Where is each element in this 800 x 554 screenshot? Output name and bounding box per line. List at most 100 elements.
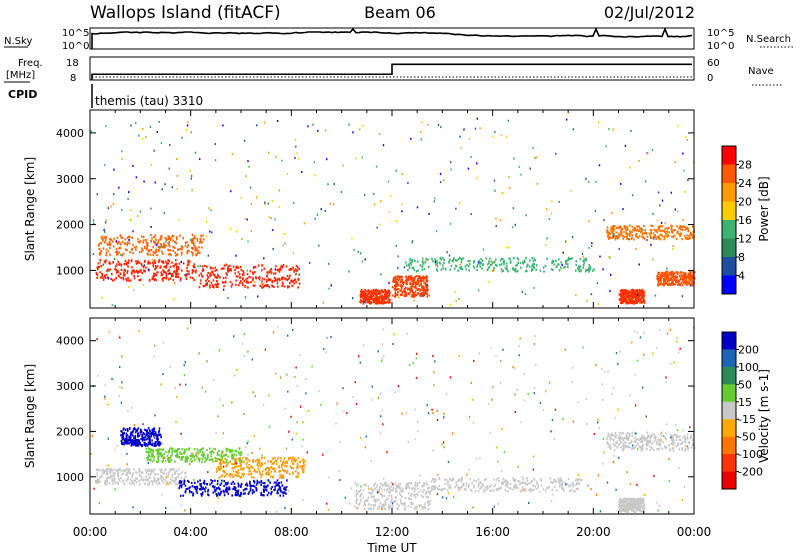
echo-cell	[357, 483, 359, 486]
echo-cell	[395, 294, 397, 297]
echo-cell	[576, 478, 578, 481]
echo-cell	[244, 296, 247, 299]
echo-cell	[404, 508, 407, 511]
echo-cell	[660, 233, 663, 236]
echo-cell	[407, 484, 410, 487]
echo-cell	[102, 472, 104, 475]
echo-cell	[314, 174, 316, 177]
echo-cell	[631, 230, 633, 234]
echo-cell	[125, 263, 128, 266]
echo-cell	[687, 237, 690, 240]
echo-cell	[403, 295, 406, 298]
echo-cell	[422, 495, 424, 499]
echo-cell	[456, 484, 458, 487]
echo-cell	[530, 490, 533, 493]
echo-cell	[178, 487, 180, 490]
echo-cell	[133, 441, 135, 444]
echo-cell	[412, 277, 415, 280]
echo-cell	[404, 288, 406, 291]
freq-tick-top: 18	[66, 58, 79, 69]
echo-cell	[247, 160, 249, 163]
echo-cell	[417, 281, 419, 284]
echo-cell	[670, 271, 672, 274]
echo-cell	[394, 495, 397, 499]
echo-cell	[488, 280, 490, 283]
echo-cell	[228, 268, 230, 271]
echo-cell	[434, 261, 437, 264]
echo-cell	[139, 210, 142, 213]
echo-cell	[234, 474, 236, 477]
echo-cell	[222, 460, 225, 463]
echo-cell	[140, 250, 143, 253]
echo-cell	[107, 268, 109, 271]
echo-cell	[388, 491, 391, 494]
echo-cell	[434, 478, 437, 481]
echo-cell	[513, 269, 516, 272]
echo-cell	[398, 485, 401, 488]
echo-cell	[174, 479, 176, 482]
echo-cell	[663, 275, 666, 278]
echo-cell	[624, 441, 627, 444]
echo-cell	[517, 480, 519, 483]
echo-cell	[210, 455, 212, 458]
echo-cell	[231, 454, 233, 457]
echo-cell	[265, 471, 268, 474]
echo-cell	[282, 494, 285, 497]
echo-cell	[268, 277, 270, 280]
echo-cell	[182, 494, 185, 497]
echo-cell	[102, 238, 104, 241]
echo-cell	[127, 438, 129, 441]
echo-cell	[686, 433, 689, 436]
echo-cell	[416, 482, 419, 485]
echo-cell	[182, 262, 185, 265]
echo-cell	[362, 293, 365, 296]
echo-cell	[375, 485, 378, 488]
echo-cell	[499, 263, 501, 267]
date-title: 02/Jul/2012	[604, 3, 695, 22]
echo-cell	[219, 492, 221, 495]
echo-cell	[484, 486, 487, 489]
echo-cell	[172, 274, 174, 278]
echo-cell	[203, 454, 206, 457]
echo-cell	[372, 288, 375, 291]
echo-cell	[500, 258, 503, 261]
echo-cell	[156, 435, 159, 438]
echo-cell	[258, 481, 260, 484]
echo-cell	[155, 250, 157, 253]
echo-cell	[127, 265, 129, 268]
echo-cell	[164, 479, 167, 482]
echo-cell	[417, 287, 420, 291]
echo-cell	[97, 481, 99, 485]
echo-cell	[506, 265, 508, 268]
echo-cell	[203, 479, 206, 482]
echo-cell	[413, 494, 415, 497]
echo-cell	[129, 472, 132, 475]
echo-cell	[126, 428, 129, 431]
echo-cell	[257, 461, 259, 464]
echo-cell	[673, 283, 675, 286]
echo-cell	[111, 475, 113, 478]
echo-cell	[416, 260, 419, 263]
echo-cell	[168, 278, 170, 281]
echo-cell	[643, 224, 645, 227]
echo-cell	[654, 294, 657, 297]
echo-cell	[382, 297, 384, 301]
echo-cell	[385, 297, 387, 300]
echo-cell	[191, 254, 194, 257]
echo-cell	[169, 460, 171, 463]
echo-cell	[447, 483, 449, 486]
echo-cell	[165, 277, 168, 280]
echo-cell	[184, 460, 187, 463]
echo-cell	[237, 469, 239, 472]
echo-cell	[374, 301, 377, 305]
echo-cell	[282, 264, 285, 267]
echo-cell	[191, 246, 193, 249]
echo-cell	[666, 271, 668, 275]
echo-cell	[505, 482, 508, 485]
echo-cell	[396, 502, 399, 506]
echo-cell	[167, 272, 170, 275]
echo-cell	[639, 301, 641, 304]
echo-cell	[533, 257, 536, 260]
echo-cell	[619, 437, 622, 440]
echo-cell	[225, 489, 228, 492]
